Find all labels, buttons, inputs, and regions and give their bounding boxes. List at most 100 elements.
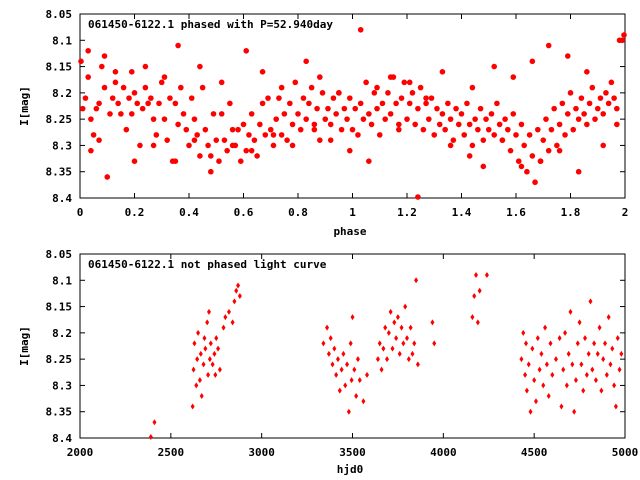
y-tick-label-6: 8.35 [46, 406, 73, 419]
data-point [388, 308, 393, 315]
data-point [447, 116, 454, 122]
data-point [537, 158, 544, 164]
data-point [352, 105, 359, 112]
data-point [357, 26, 364, 33]
data-point [79, 105, 86, 112]
data-point [207, 356, 212, 363]
data-point [273, 116, 280, 122]
data-point [192, 340, 197, 347]
data-point [431, 132, 438, 138]
data-point [254, 153, 260, 159]
data-point [374, 105, 380, 112]
data-point [544, 361, 549, 368]
data-point [213, 137, 220, 143]
data-point [579, 361, 584, 368]
data-point [88, 147, 94, 154]
data-point [430, 319, 435, 326]
data-point [426, 116, 432, 122]
data-point [434, 105, 440, 112]
data-point [480, 163, 487, 170]
data-point [566, 350, 571, 357]
data-point [594, 105, 601, 112]
data-point [543, 324, 548, 331]
data-point [308, 84, 315, 91]
data-point [248, 111, 255, 117]
data-point [230, 319, 235, 326]
data-point [363, 79, 369, 86]
data-point [529, 153, 536, 159]
data-point [99, 63, 105, 70]
data-point [281, 111, 288, 117]
data-point [350, 314, 355, 321]
data-point [595, 350, 600, 357]
data-point [603, 340, 608, 347]
data-point [300, 95, 307, 101]
data-point [405, 335, 409, 342]
data-point [349, 126, 356, 133]
data-point [575, 116, 582, 122]
data-point [161, 116, 168, 122]
data-point [297, 126, 304, 133]
data-point [563, 329, 568, 336]
unphased-y-axis-label: I[mag] [18, 326, 31, 366]
data-point [543, 116, 549, 122]
data-point [348, 340, 353, 347]
data-point [575, 168, 582, 175]
data-point [202, 126, 209, 133]
data-point [475, 126, 481, 133]
data-point [453, 105, 459, 112]
data-point [428, 95, 435, 101]
data-point [432, 340, 437, 347]
data-point [148, 434, 153, 440]
data-point [289, 142, 296, 149]
phased-panel: 0 0.2 0.4 0.6 0.8 1 1.2 1.4 1.6 1.8 2 8.05 8.1 8.15 8.… [18, 8, 628, 238]
data-point [237, 158, 244, 164]
data-point [134, 100, 141, 107]
data-point [381, 345, 386, 352]
data-point [564, 53, 571, 59]
data-point [251, 137, 258, 143]
data-point [415, 105, 421, 112]
data-point [336, 90, 342, 96]
data-point [317, 137, 323, 143]
data-point [78, 58, 84, 65]
data-point [379, 366, 384, 373]
data-point [510, 74, 517, 80]
data-point [186, 142, 192, 149]
data-point [257, 121, 263, 128]
data-point [365, 371, 370, 378]
data-point [608, 79, 615, 86]
data-point [243, 48, 250, 54]
data-point [128, 69, 135, 75]
data-point [172, 100, 179, 107]
data-point [343, 382, 348, 389]
data-point [564, 111, 571, 117]
data-point [539, 350, 544, 357]
data-point [529, 58, 536, 65]
data-point [366, 111, 372, 117]
data-point [401, 79, 408, 86]
y-tick-label-4: 8.25 [46, 353, 73, 366]
data-point [406, 100, 413, 107]
data-point [366, 158, 372, 164]
data-point [357, 377, 362, 384]
data-point [496, 121, 503, 128]
data-point [483, 116, 489, 122]
data-point [436, 121, 443, 128]
data-point [337, 387, 342, 394]
data-point [606, 314, 611, 321]
data-point [553, 356, 558, 363]
data-point [472, 293, 477, 300]
data-point [203, 345, 208, 352]
phased-data-points [78, 26, 627, 200]
data-point [535, 126, 541, 133]
unphased-panel: 2000 2500 3000 3500 4000 4500 5000 8.05 8.1 8.15 8… [18, 248, 638, 476]
data-point [573, 105, 579, 112]
x-tick-label-7: 1.4 [452, 206, 472, 219]
data-point [447, 142, 454, 149]
x-tick-label-6: 1.2 [397, 206, 417, 219]
data-point [101, 84, 108, 91]
data-point [604, 371, 609, 378]
data-point [581, 387, 586, 394]
data-point [208, 168, 214, 175]
